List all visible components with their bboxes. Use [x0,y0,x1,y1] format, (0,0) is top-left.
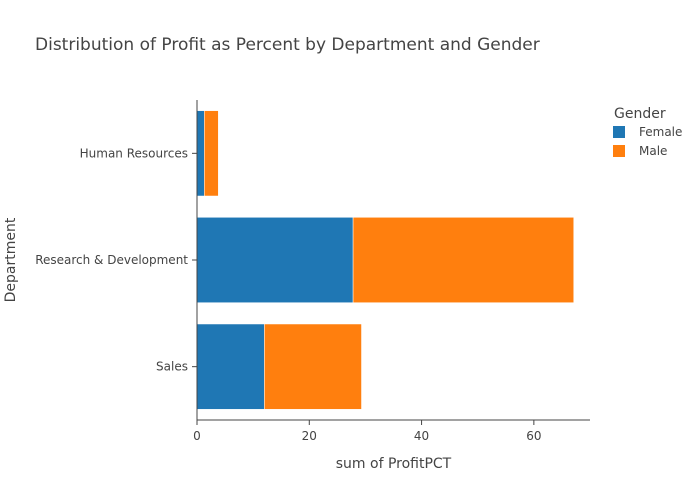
bar-female-research-development[interactable] [196,217,354,303]
bars-layer [196,110,574,410]
y-axis-title: Department [3,217,19,302]
bar-male-sales[interactable] [264,323,362,410]
x-tick-label: 40 [414,429,429,443]
y-tick-label: Research & Development [35,253,188,267]
legend-label: Female [639,125,682,139]
bar-male-human-resources[interactable] [204,110,219,197]
x-tick-label: 0 [193,429,201,443]
legend-title: Gender [614,106,666,122]
legend-label: Male [639,144,667,158]
x-tick-label: 60 [526,429,541,443]
legend-swatch [613,126,625,138]
bar-male-research-development[interactable] [352,217,574,303]
legend-swatch [613,145,625,157]
legend-items: Female Male [613,125,682,158]
x-axis: 0 20 40 60 [193,419,590,443]
y-tick-label: Sales [156,360,188,374]
x-axis-title: sum of ProfitPCT [336,456,452,472]
y-axis: Human Resources Research & Development Sal… [35,100,198,420]
y-tick-label: Human Resources [80,146,188,160]
legend-item-female[interactable]: Female [613,125,682,139]
bar-female-sales[interactable] [196,323,265,410]
bar-female-human-resources[interactable] [196,110,205,197]
legend-item-male[interactable]: Male [613,144,667,158]
legend: Gender Female Male [613,106,682,158]
chart-title: Distribution of Profit as Percent by Dep… [35,35,540,55]
x-tick-label: 20 [302,429,317,443]
